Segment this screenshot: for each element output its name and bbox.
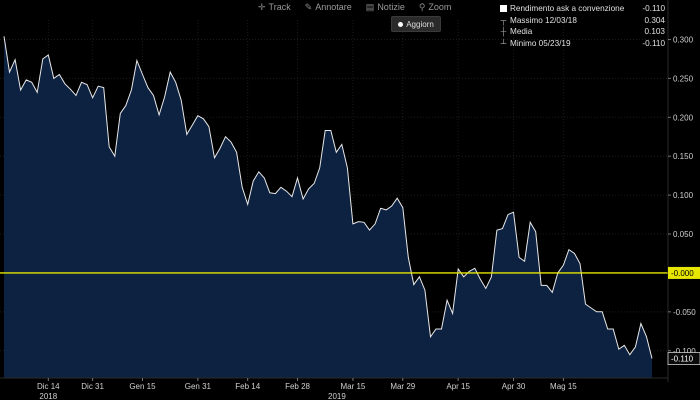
x-tick-label: Gen 31: [185, 382, 212, 391]
year-label: 2019: [328, 392, 346, 400]
x-tick-label: Feb 14: [235, 382, 260, 391]
annotate-label: Annotare: [315, 2, 352, 12]
series-area: [4, 36, 652, 379]
y-tick-label: 0.300: [673, 35, 694, 44]
refresh-icon: [398, 21, 404, 27]
y-tick-label: 0.100: [673, 191, 694, 200]
x-tick-label: Mag 15: [550, 382, 577, 391]
x-tick-label: Gen 15: [129, 382, 156, 391]
reference-line-label: -0.000: [671, 269, 694, 278]
legend-series-row[interactable]: Rendimento ask a convenzione -0.110: [500, 3, 665, 15]
y-tick-label: -0.050: [673, 308, 696, 317]
x-tick-label: Apr 30: [502, 382, 526, 391]
pencil-icon: ✎: [304, 1, 313, 12]
news-button[interactable]: ▤ Notizie: [366, 2, 405, 13]
y-tick-label: 0.150: [673, 152, 694, 161]
legend-mean-label: Media: [510, 27, 533, 37]
series-swatch-icon: [500, 5, 507, 13]
legend-mean-value: 0.103: [644, 27, 666, 37]
reference-line-label-box: [668, 266, 700, 279]
legend-min-row[interactable]: ┴ Minimo 05/23/19 -0.110: [500, 38, 665, 50]
chart-toolbar: ✛ Track ✎ Annotare ▤ Notizie ⚲ Zoom: [258, 0, 451, 14]
news-label: Notizie: [377, 2, 405, 12]
y-tick-label: 0.200: [673, 113, 694, 122]
min-marker-icon: ┴: [500, 38, 507, 48]
x-tick-label: Mar 29: [390, 382, 415, 391]
x-tick-label: Dic 31: [81, 382, 104, 391]
last-value-label: -0.110: [671, 355, 694, 364]
max-marker-icon: ┬: [500, 15, 507, 25]
year-label: 2018: [39, 392, 57, 400]
y-tick-label: 0.050: [673, 230, 694, 239]
track-label: Track: [268, 2, 291, 12]
last-value-label-box: [667, 352, 700, 365]
mean-marker-icon: ┼: [500, 27, 507, 37]
legend-series-name: Rendimento ask a convenzione: [510, 4, 625, 14]
refresh-label: Aggiorn: [406, 19, 434, 29]
y-tick-label: -0.100: [673, 347, 696, 356]
crosshair-icon: ✛: [258, 1, 266, 12]
zoom-label: Zoom: [428, 2, 452, 12]
x-tick-label: Dic 14: [37, 382, 60, 391]
x-tick-label: Mar 15: [340, 382, 365, 391]
legend-mean-row[interactable]: ┼ Media 0.103: [500, 26, 665, 38]
annotate-button[interactable]: ✎ Annotare: [305, 2, 352, 13]
legend-max-row[interactable]: ┬ Massimo 12/03/18 0.304: [500, 15, 665, 27]
legend-min-value: -0.110: [642, 38, 665, 48]
magnifier-icon: ⚲: [418, 1, 426, 12]
legend-min-label: Minimo 05/23/19: [510, 38, 571, 48]
series-line: [3, 36, 653, 359]
track-button[interactable]: ✛ Track: [258, 2, 291, 13]
zoom-button[interactable]: ⚲ Zoom: [419, 2, 452, 13]
x-tick-label: Feb 28: [285, 382, 310, 391]
refresh-button[interactable]: Aggiorn: [391, 16, 441, 32]
news-icon: ▤: [365, 1, 375, 12]
legend-max-value: 0.304: [644, 15, 666, 25]
y-tick-label: 0.250: [673, 74, 694, 83]
chart-legend: Rendimento ask a convenzione -0.110 ┬ Ma…: [500, 3, 665, 49]
legend-series-value: -0.110: [642, 4, 665, 14]
x-tick-label: Apr 15: [446, 382, 470, 391]
legend-max-label: Massimo 12/03/18: [510, 15, 577, 25]
